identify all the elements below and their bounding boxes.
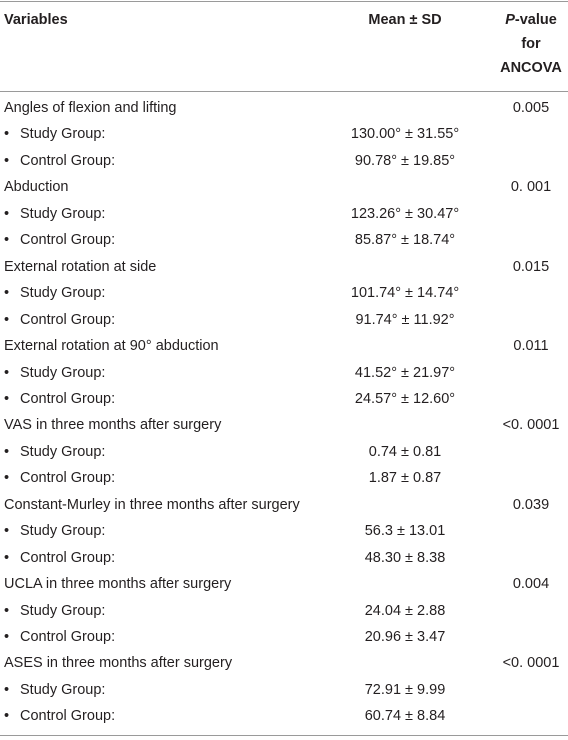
mean-sd: 91.74° ± 11.92°	[355, 311, 455, 328]
group-label: External rotation at side	[4, 258, 157, 275]
bullet: •	[4, 602, 10, 619]
bullet: •	[4, 364, 10, 381]
row-label: Control Group:	[20, 232, 116, 249]
header-variables: Variables	[4, 12, 68, 28]
group-label: External rotation at 90° abduction	[4, 338, 219, 355]
mean-sd: 60.74 ± 8.84	[364, 708, 446, 725]
mean-sd: 24.57° ± 12.60°	[354, 390, 456, 407]
group-label: UCLA in three months after surgery	[4, 576, 232, 593]
group-label: Constant-Murley in three months after su…	[4, 496, 300, 513]
row-label: Study Group:	[20, 523, 106, 540]
mean-sd: 24.04 ± 2.88	[364, 602, 446, 619]
bullet: •	[4, 126, 10, 143]
bottom-rule	[0, 735, 568, 736]
bullet: •	[4, 708, 10, 725]
header-p: P	[505, 12, 515, 28]
header-p-rest: -value	[514, 12, 557, 28]
row-label: Control Group:	[20, 152, 116, 169]
mean-sd: 41.52° ± 21.97°	[354, 364, 456, 381]
bullet: •	[4, 523, 10, 540]
bullet: •	[4, 470, 10, 487]
mean-sd: 90.78° ± 19.85°	[354, 152, 456, 169]
bullet: •	[4, 549, 10, 566]
bullet: •	[4, 205, 10, 222]
bullet: •	[4, 285, 10, 302]
mean-sd: 56.3 ± 13.01	[364, 523, 446, 540]
mean-sd: 48.30 ± 8.38	[364, 549, 446, 566]
group-label: VAS in three months after surgery	[4, 417, 222, 434]
mean-sd: 72.91 ± 9.99	[364, 681, 446, 698]
header-p-value: P-value	[494, 11, 568, 29]
p-value: <0. 0001	[502, 417, 560, 434]
p-value: 0.039	[512, 496, 550, 513]
row-label: Study Group:	[20, 205, 106, 222]
row-label: Study Group:	[20, 602, 106, 619]
row-label: Control Group:	[20, 629, 116, 645]
row-label: Study Group:	[20, 443, 106, 460]
row-label: Control Group:	[20, 390, 116, 407]
row-label: Control Group:	[20, 470, 116, 487]
group-label: ASES in three months after surgery	[4, 655, 233, 672]
bullet: •	[4, 311, 10, 328]
header-mean-sd: Mean ± SD	[368, 12, 442, 28]
mean-sd: 1.87 ± 0.87	[368, 470, 442, 487]
bullet: •	[4, 443, 10, 460]
row-label: Study Group:	[20, 681, 106, 698]
row-label: Study Group:	[20, 364, 106, 381]
mean-sd: 85.87° ± 18.74°	[354, 232, 456, 249]
p-value: 0.015	[512, 258, 550, 275]
mean-sd: 123.26° ± 30.47°	[350, 205, 460, 222]
p-value: <0. 0001	[502, 655, 560, 672]
row-label: Control Group:	[20, 549, 116, 566]
header-for: for	[521, 36, 541, 52]
group-label: Angles of flexion and lifting	[4, 100, 177, 116]
p-value: 0. 001	[510, 179, 552, 196]
p-value: 0.011	[513, 338, 549, 355]
row-label: Control Group:	[20, 311, 116, 328]
bullet: •	[4, 390, 10, 407]
top-rule	[0, 1, 568, 2]
header-ancova: ANCOVA	[500, 60, 562, 76]
mean-sd: 20.96 ± 3.47	[364, 629, 446, 645]
row-label: Study Group:	[20, 285, 106, 302]
bullet: •	[4, 152, 10, 169]
row-label: Study Group:	[20, 126, 106, 143]
p-value: 0.004	[512, 576, 550, 593]
mean-sd: 0.74 ± 0.81	[368, 443, 442, 460]
p-value: 0.005	[512, 100, 550, 116]
bullet: •	[4, 681, 10, 698]
mean-sd: 130.00° ± 31.55°	[350, 126, 460, 143]
row-label: Control Group:	[20, 708, 116, 725]
bullet: •	[4, 629, 10, 645]
mean-sd: 101.74° ± 14.74°	[350, 285, 460, 302]
group-label: Abduction	[4, 179, 69, 196]
header-rule	[0, 91, 568, 92]
bullet: •	[4, 232, 10, 249]
